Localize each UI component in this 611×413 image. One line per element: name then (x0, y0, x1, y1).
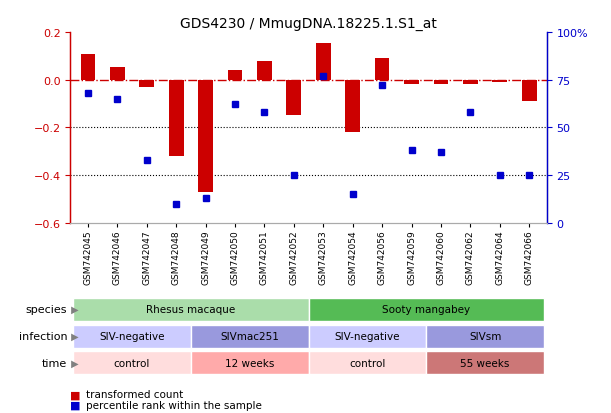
Bar (404, 81, 419, 85)
Bar (287, 81, 301, 116)
Text: Rhesus macaque: Rhesus macaque (146, 304, 235, 314)
Bar (257, 62, 272, 81)
Text: ■: ■ (70, 389, 81, 399)
Text: control: control (349, 358, 386, 368)
Bar (198, 81, 213, 192)
Bar (316, 44, 331, 81)
Text: SIV-negative: SIV-negative (100, 331, 165, 341)
Bar (463, 81, 478, 85)
Bar (73, 351, 191, 375)
Bar (81, 55, 95, 81)
Text: SIVmac251: SIVmac251 (221, 331, 279, 341)
Bar (191, 325, 309, 348)
Bar (309, 298, 544, 321)
Bar (522, 81, 536, 102)
Text: ▶: ▶ (68, 304, 79, 314)
Bar (426, 351, 544, 375)
Text: infection: infection (18, 331, 67, 341)
Bar (73, 298, 309, 321)
Text: transformed count: transformed count (86, 389, 183, 399)
Bar (228, 71, 243, 81)
Bar (191, 351, 309, 375)
Bar (110, 67, 125, 81)
Text: control: control (114, 358, 150, 368)
Bar (426, 325, 544, 348)
Bar (309, 325, 426, 348)
Bar (309, 351, 426, 375)
Text: SIVsm: SIVsm (469, 331, 501, 341)
Text: Sooty mangabey: Sooty mangabey (382, 304, 470, 314)
Bar (345, 81, 360, 133)
Text: species: species (26, 304, 67, 314)
Text: ■: ■ (70, 400, 81, 410)
Text: 12 weeks: 12 weeks (225, 358, 274, 368)
Bar (375, 59, 389, 81)
Bar (492, 81, 507, 83)
Text: time: time (42, 358, 67, 368)
Text: ▶: ▶ (68, 358, 79, 368)
Bar (169, 81, 183, 157)
Text: ▶: ▶ (68, 331, 79, 341)
Bar (73, 325, 191, 348)
Title: GDS4230 / MmugDNA.18225.1.S1_at: GDS4230 / MmugDNA.18225.1.S1_at (180, 17, 437, 31)
Text: 55 weeks: 55 weeks (460, 358, 510, 368)
Text: percentile rank within the sample: percentile rank within the sample (86, 400, 262, 410)
Bar (434, 81, 448, 85)
Bar (139, 81, 154, 88)
Text: SIV-negative: SIV-negative (335, 331, 400, 341)
